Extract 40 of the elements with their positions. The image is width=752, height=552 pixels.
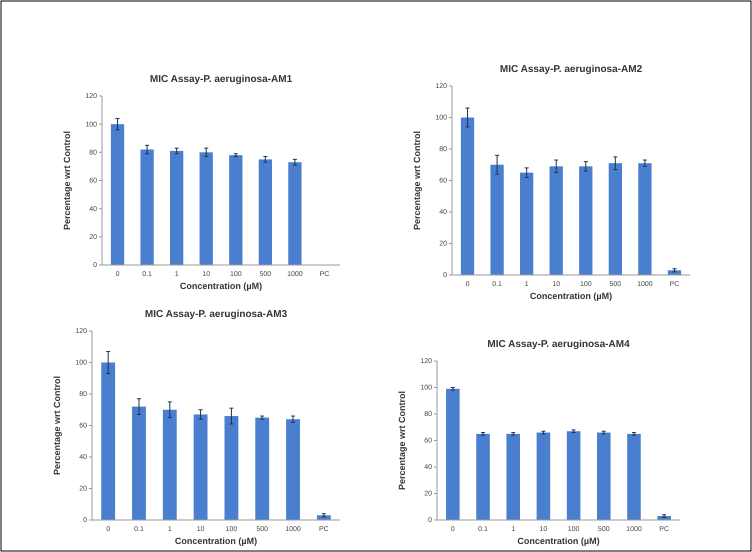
y-axis-title: Percentage wrt Control — [412, 130, 422, 230]
bar — [170, 150, 184, 265]
bar — [140, 150, 154, 265]
chart-title: MIC Assay-P. aeruginosa-AM1 — [150, 74, 293, 85]
bar — [476, 434, 490, 520]
bar — [520, 172, 534, 275]
y-axis-title: Percentage wrt Control — [397, 390, 407, 490]
bar — [224, 416, 238, 520]
bar — [255, 418, 270, 520]
bar — [110, 124, 124, 265]
bar — [596, 432, 611, 520]
y-axis-title: Percentage wrt Control — [52, 376, 62, 476]
bar — [258, 159, 272, 265]
x-axis-title: Concentration (µM) — [174, 536, 258, 546]
bar — [550, 166, 563, 275]
x-axis-title: Concentration (µM) — [530, 291, 612, 301]
bar — [132, 406, 146, 520]
bar — [627, 434, 641, 520]
y-axis-title: Percentage wrt Control — [62, 130, 72, 230]
bar — [162, 410, 177, 520]
bar — [101, 362, 116, 520]
chart-title: MIC Assay-P. aeruginosa-AM3 — [144, 309, 288, 320]
bar — [229, 155, 242, 265]
bar — [460, 118, 474, 275]
x-axis-title: Concentration (µM) — [517, 536, 600, 546]
bar — [579, 166, 592, 275]
bar — [506, 434, 520, 520]
chart-title: MIC Assay-P. aeruginosa-AM2 — [500, 64, 643, 75]
bar — [536, 432, 550, 520]
bar — [194, 414, 208, 520]
bar — [200, 152, 213, 265]
bar — [286, 419, 300, 520]
bar — [638, 163, 652, 275]
bar — [446, 388, 460, 520]
x-axis-title: Concentration (µM) — [180, 281, 262, 291]
bar — [490, 164, 504, 275]
bar — [608, 163, 622, 275]
bar — [288, 162, 302, 265]
bar — [566, 431, 580, 520]
chart-title: MIC Assay-P. aeruginosa-AM4 — [487, 339, 630, 350]
